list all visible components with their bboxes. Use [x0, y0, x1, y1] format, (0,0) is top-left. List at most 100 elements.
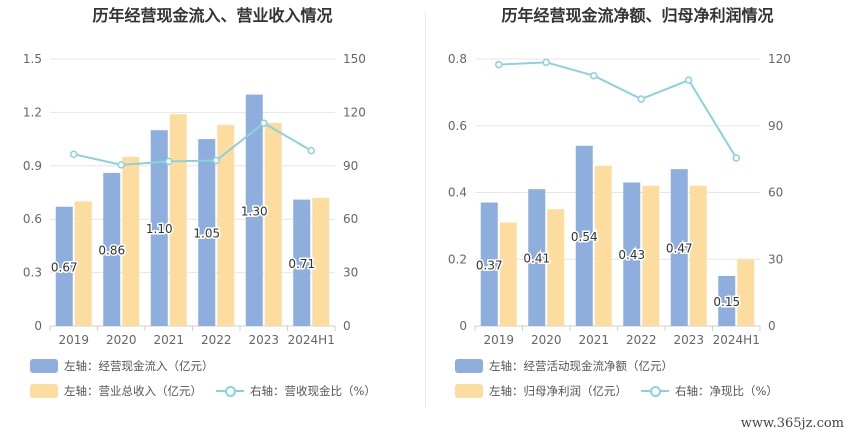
- ratio-point: [260, 119, 268, 127]
- legend-line-icon: [216, 384, 244, 398]
- y-right-tick-label: 120: [768, 52, 791, 66]
- bar-orange: [547, 209, 565, 326]
- ratio-point: [590, 71, 598, 80]
- legend-label: 右轴：净现比（%）: [675, 384, 778, 398]
- y-right-tick-label: 60: [343, 212, 358, 226]
- x-tick-label: 2021: [153, 333, 184, 347]
- x-tick-label: 2021: [578, 333, 609, 347]
- legend-swatch-blue: [30, 359, 58, 373]
- x-tick-label: 2022: [626, 333, 657, 347]
- legend-item-cash-inflow[interactable]: 左轴：经营现金流入（亿元）: [30, 358, 214, 374]
- bar-orange: [737, 259, 755, 326]
- y-left-tick-label: 0.3: [23, 266, 42, 280]
- x-tick-label: 2022: [201, 333, 232, 347]
- bar-orange: [264, 123, 282, 326]
- y-right-tick-label: 30: [343, 266, 358, 280]
- legend-swatch-orange: [455, 384, 483, 398]
- bar-orange: [169, 114, 187, 327]
- bar-data-label: 0.43: [618, 248, 645, 262]
- x-tick-label: 2024H1: [288, 333, 335, 347]
- ratio-line: [73, 121, 312, 166]
- y-right-tick-label: 150: [343, 52, 366, 66]
- ratio-point: [307, 146, 315, 155]
- legend-label: 左轴：经营活动现金流净额（亿元）: [489, 359, 673, 373]
- bar-blue: [198, 139, 216, 326]
- y-left-tick-label: 0: [34, 319, 42, 333]
- chart-panel-left: 历年经营现金流入、营业收入情况 0 0 0.3 30 0.6 60 0.9 90 1.2 120 1…: [23, 6, 390, 399]
- x-tick-label: 2020: [531, 333, 562, 347]
- x-tick-label: 2019: [58, 333, 89, 347]
- legend-row1-left: 左轴：经营现金流入（亿元）: [30, 358, 228, 374]
- bar-blue: [103, 172, 121, 326]
- legend-item-net-cash-flow[interactable]: 左轴：经营活动现金流净额（亿元）: [455, 358, 673, 374]
- bar-data-label: 1.10: [146, 222, 173, 236]
- ratio-point: [542, 58, 550, 67]
- y-left-tick-label: 0.6: [23, 212, 42, 226]
- legend-label: 左轴：营业总收入（亿元）: [64, 384, 202, 398]
- ratio-line: [498, 61, 738, 159]
- ratio-point: [212, 156, 220, 165]
- bar-blue: [150, 130, 168, 326]
- y-right-tick-label: 90: [768, 119, 783, 133]
- chart-plot-left: 0 0 0.3 30 0.6 60 0.9 90 1.2 120 1.5 150 2019 2020 202…: [23, 52, 366, 347]
- bar-data-label: 0.67: [51, 260, 78, 274]
- y-right-tick-label: 60: [768, 186, 783, 200]
- bar-blue: [575, 145, 593, 326]
- bar-data-label: 0.47: [666, 242, 693, 256]
- y-right-tick-label: 30: [768, 252, 783, 266]
- legend-label: 右轴：营收现金比（%）: [250, 384, 376, 398]
- legend-row1-right: 左轴：经营活动现金流净额（亿元）: [455, 358, 687, 374]
- legend-line-icon: [641, 384, 669, 398]
- y-right-tick-label: 120: [343, 105, 366, 119]
- bar-data-label: 0.15: [713, 295, 740, 309]
- bar-orange: [217, 124, 235, 326]
- bar-orange: [594, 165, 612, 326]
- bar-data-label: 0.41: [523, 252, 550, 266]
- bar-data-label: 0.71: [288, 257, 315, 271]
- chart-title-right: 历年经营现金流净额、归母净利润情况: [501, 6, 774, 25]
- ratio-point: [70, 150, 78, 158]
- chart-panel-right: 历年经营现金流净额、归母净利润情况 0 0 0.2 30 0.4 60 0.6 90 0.8 12…: [425, 0, 850, 437]
- bar-data-label: 1.30: [241, 204, 268, 218]
- bar-blue: [293, 199, 311, 326]
- ratio-point: [117, 161, 125, 169]
- y-left-tick-label: 0.2: [448, 252, 467, 266]
- watermark-text: www.365jz.com: [740, 416, 844, 431]
- y-left-tick-label: 0.4: [448, 186, 467, 200]
- legend-label: 左轴：经营现金流入（亿元）: [64, 359, 214, 373]
- y-left-tick-label: 1.5: [23, 52, 42, 66]
- y-left-tick-label: 0.8: [448, 52, 467, 66]
- bar-orange: [499, 222, 517, 326]
- bar-blue: [623, 182, 641, 326]
- bar-orange: [312, 197, 330, 326]
- legend-item-ratio[interactable]: 右轴：营收现金比（%）: [216, 383, 376, 399]
- bar-blue: [480, 202, 498, 326]
- bar-orange: [689, 185, 707, 326]
- panel-divider: [425, 12, 426, 407]
- bar-blue: [670, 169, 688, 326]
- legend-item-net-profit[interactable]: 左轴：归母净利润（亿元）: [455, 383, 627, 399]
- bar-blue: [718, 275, 736, 326]
- legend-swatch-blue: [455, 359, 483, 373]
- y-left-tick-label: 1.2: [23, 105, 42, 119]
- legend-item-revenue[interactable]: 左轴：营业总收入（亿元）: [30, 383, 202, 399]
- y-left-tick-label: 0: [459, 319, 467, 333]
- bar-data-label: 0.86: [98, 243, 125, 257]
- chart-title-left: 历年经营现金流入、营业收入情况: [92, 6, 333, 25]
- x-tick-label: 2024H1: [713, 333, 760, 347]
- legend-row2-right: 左轴：归母净利润（亿元） 右轴：净现比（%）: [455, 383, 792, 399]
- x-tick-label: 2019: [483, 333, 514, 347]
- legend-label: 左轴：归母净利润（亿元）: [489, 384, 627, 398]
- chart-plot-right: 0 0 0.2 30 0.4 60 0.6 90 0.8 120 2019 2020 2021 2022 2…: [448, 52, 791, 347]
- legend-row2-left: 左轴：营业总收入（亿元） 右轴：营收现金比（%）: [30, 383, 390, 399]
- x-tick-label: 2023: [248, 333, 279, 347]
- bar-orange: [74, 201, 92, 326]
- bar-data-label: 0.54: [571, 230, 598, 244]
- bar-orange: [642, 185, 660, 326]
- ratio-point: [637, 95, 645, 103]
- legend-item-cash-ratio[interactable]: 右轴：净现比（%）: [641, 383, 778, 399]
- y-right-tick-label: 0: [343, 319, 351, 333]
- ratio-point: [495, 60, 503, 69]
- bar-blue: [55, 206, 73, 326]
- y-right-tick-label: 0: [768, 319, 776, 333]
